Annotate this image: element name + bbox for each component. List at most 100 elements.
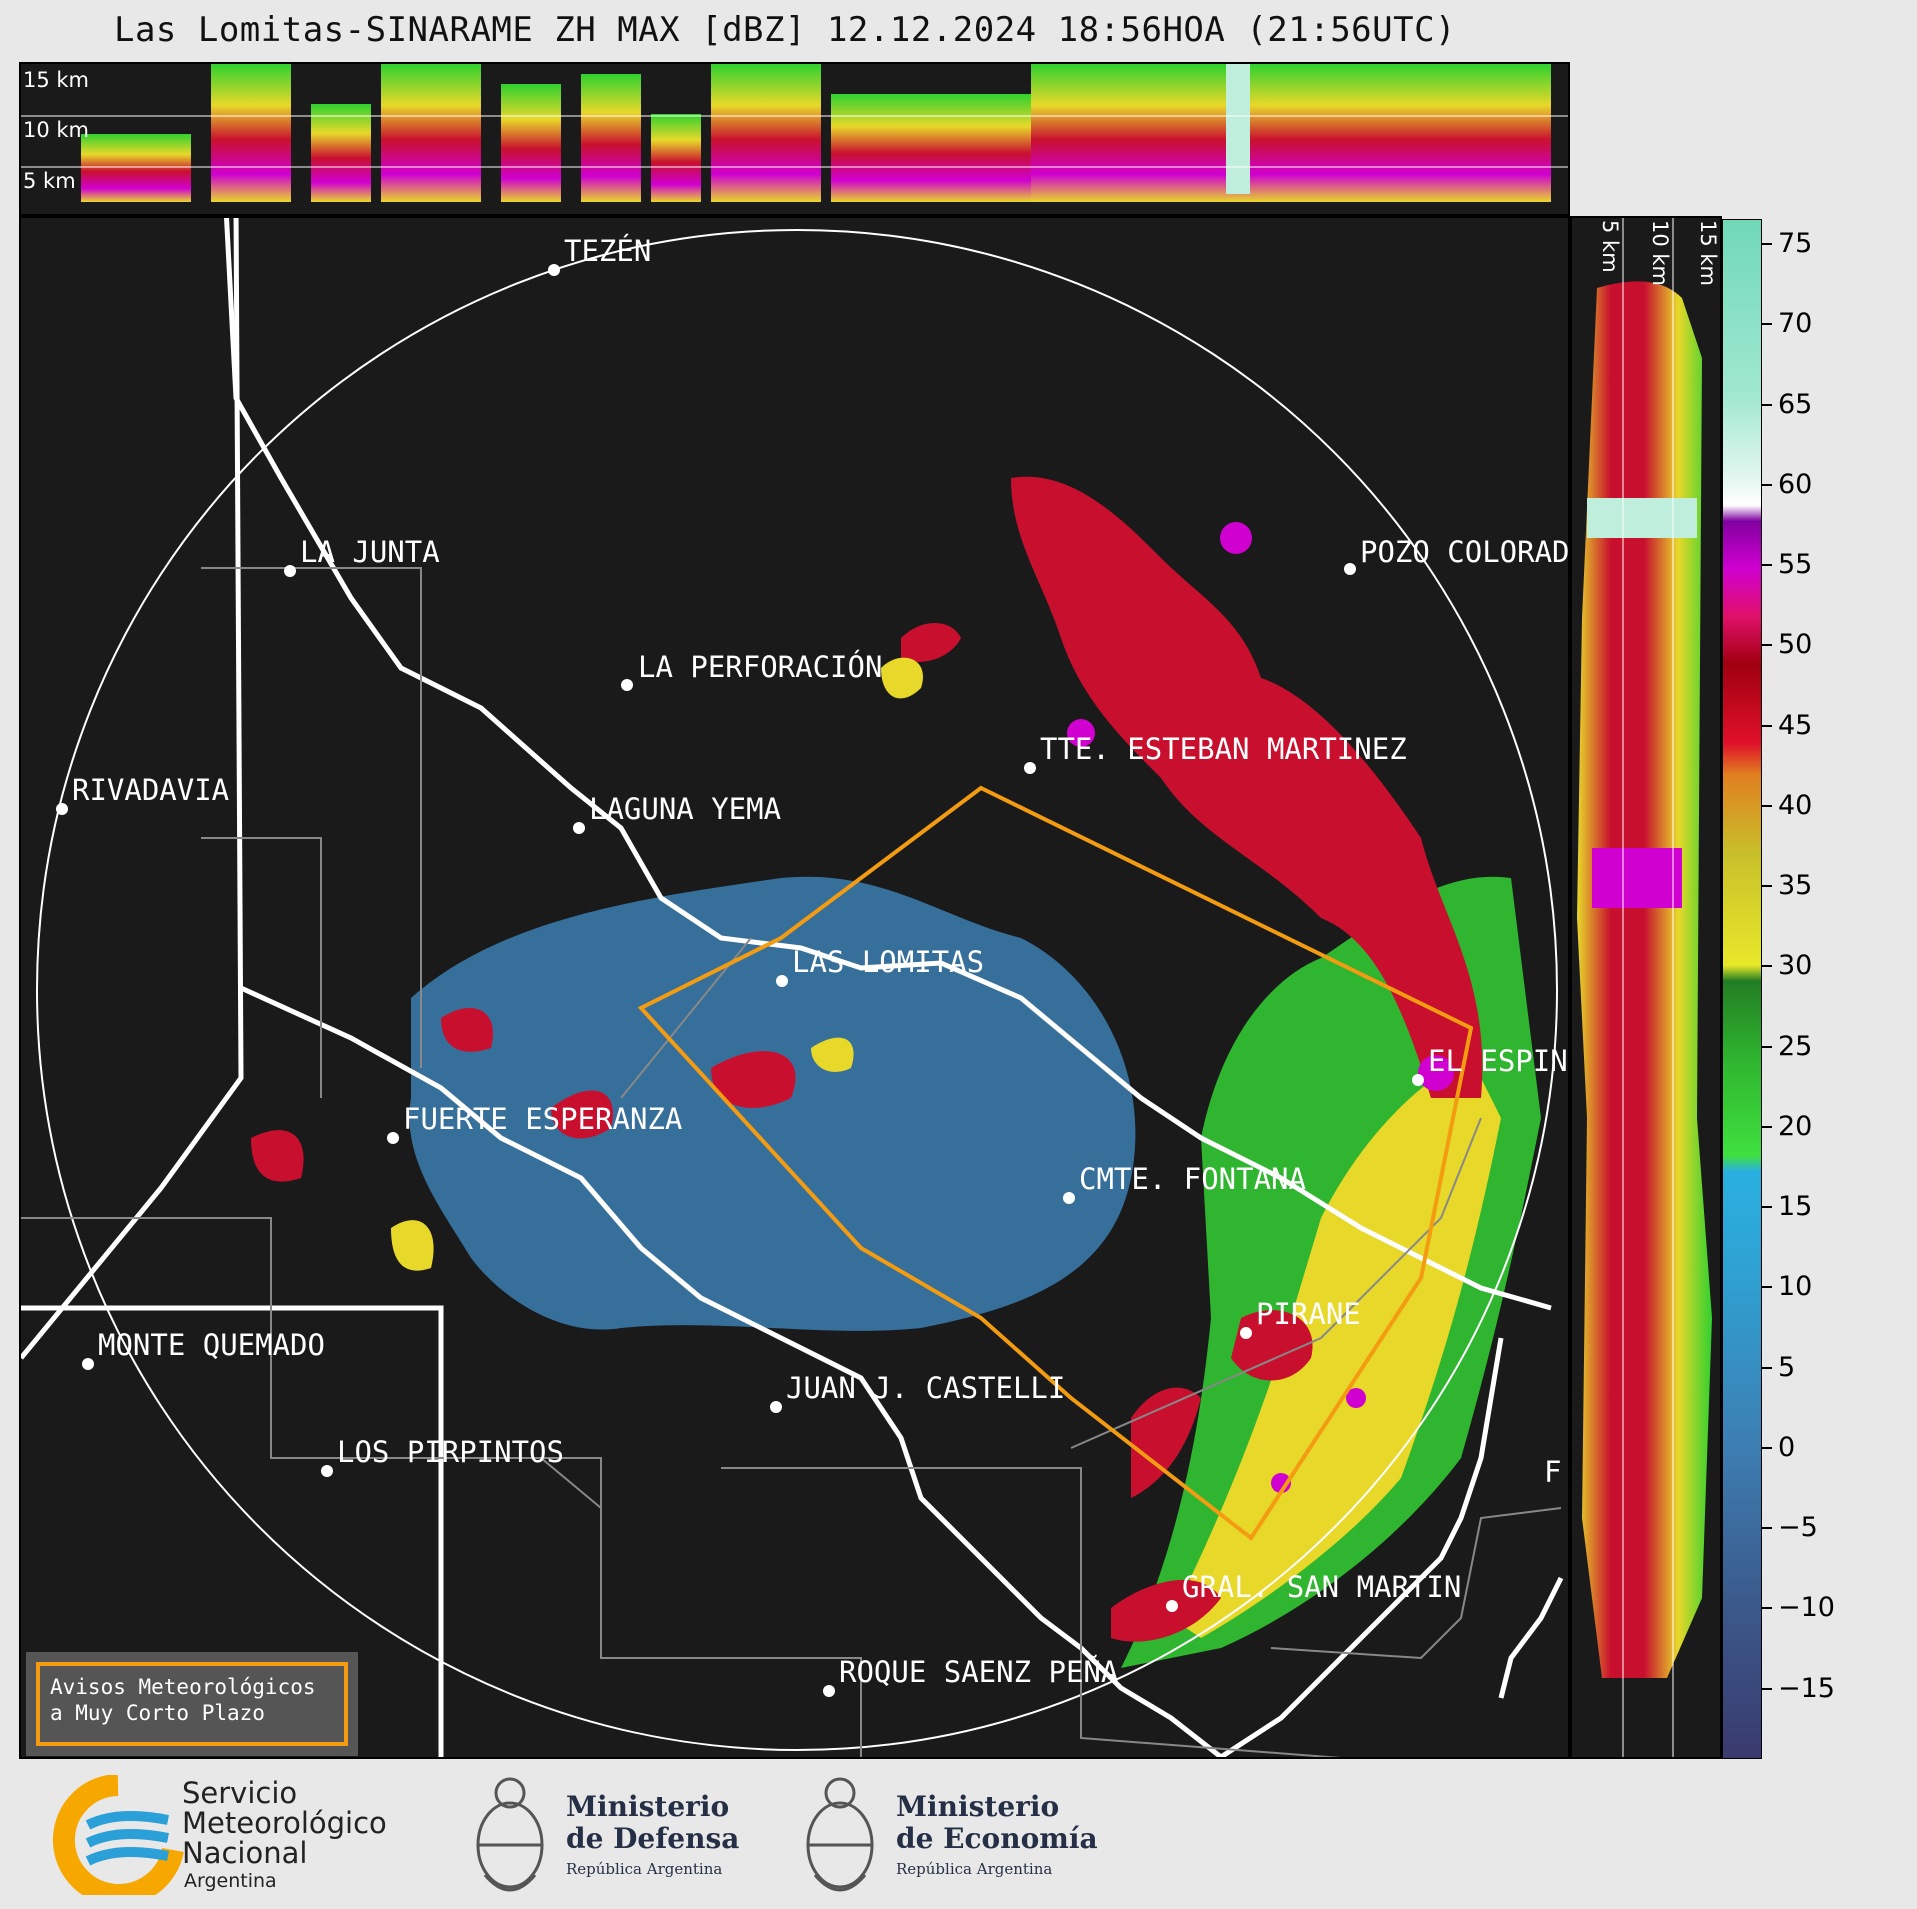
city-dot-los-pirpintos	[321, 1465, 333, 1477]
colorbar-tick	[1762, 404, 1772, 406]
colorbar-tick-label: 70	[1778, 308, 1813, 339]
city-dot-las-lomitas	[776, 975, 788, 987]
scattered-west-cells	[251, 657, 923, 1271]
colorbar-tick	[1762, 323, 1772, 325]
colorbar-tick	[1762, 564, 1772, 566]
map-title: Las Lomitas-SINARAME ZH MAX [dBZ] 12.12.…	[113, 10, 1457, 50]
colorbar-tick-label: −10	[1778, 1592, 1835, 1623]
city-label-f: F	[1544, 1455, 1562, 1489]
colorbar-tick-label: 75	[1778, 228, 1813, 259]
city-dot-cmte-fontana	[1063, 1192, 1075, 1204]
city-dot-rivadavia	[56, 803, 68, 815]
argentina-coat-of-arms-icon	[476, 1777, 544, 1892]
city-dot-la-junta	[284, 565, 296, 577]
colorbar-tick-label: 30	[1778, 950, 1813, 981]
colorbar-tick-label: 10	[1778, 1271, 1813, 1302]
vlabel-15km: 15 km	[1696, 220, 1720, 287]
colorbar-tick	[1762, 484, 1772, 486]
dbz-colorbar	[1722, 219, 1762, 1759]
province-boundaries	[21, 218, 1564, 1757]
side-core-middle	[1592, 848, 1682, 908]
colorbar-tick-label: −5	[1778, 1512, 1818, 1543]
colorbar-tick	[1762, 243, 1772, 245]
colorbar-tick	[1762, 1688, 1772, 1690]
city-label-el-espinillo: EL ESPINILLO	[1428, 1044, 1568, 1078]
radar-range-ring	[36, 229, 1558, 1751]
red-echo-cells	[901, 476, 1483, 1642]
city-label-monte-quemado: MONTE QUEMADO	[98, 1328, 325, 1362]
colorbar-tick	[1762, 885, 1772, 887]
city-dot-tte-esteban-martinez	[1024, 762, 1036, 774]
city-label-laguna-yema: LAGUNA YEMA	[589, 792, 782, 826]
city-dot-juan-j-castelli	[770, 1401, 782, 1413]
colorbar-tick-label: 60	[1778, 469, 1813, 500]
colorbar-tick-label: 50	[1778, 629, 1813, 660]
city-label-la-perforacion: LA PERFORACIÓN	[638, 650, 883, 684]
side-cross-section: 5 km 10 km 15 km	[1570, 216, 1722, 1759]
colorbar-tick	[1762, 725, 1772, 727]
smn-line1: Servicio	[182, 1776, 298, 1810]
warnings-legend-frame: Avisos Meteorológicos a Muy Corto Plazo	[36, 1662, 348, 1746]
city-dot-monte-quemado	[82, 1358, 94, 1370]
warnings-legend-line1: Avisos Meteorológicos	[50, 1675, 316, 1699]
colorbar-tick-label: 20	[1778, 1111, 1813, 1142]
top-cross-section: 15 km 10 km 5 km	[19, 62, 1570, 216]
city-dot-la-perforacion	[621, 679, 633, 691]
city-label-gral-san-martin: GRAL. SAN MARTIN	[1182, 1570, 1462, 1604]
smn-line3: Nacional	[182, 1836, 308, 1870]
top-core	[1226, 64, 1250, 194]
side-core-upper	[1587, 498, 1697, 538]
colorbar-tick-label: 45	[1778, 710, 1813, 741]
city-label-los-pirpintos: LOS PIRPINTOS	[337, 1435, 564, 1469]
warning-polygon	[637, 785, 1474, 1541]
colorbar-tick-label: 55	[1778, 549, 1813, 580]
colorbar-tick	[1762, 1286, 1772, 1288]
vlabel-5km: 5 km	[1598, 220, 1622, 273]
city-dot-fuerte-esperanza	[387, 1132, 399, 1144]
label-10km: 10 km	[23, 118, 90, 142]
warnings-legend-line2: a Muy Corto Plazo	[50, 1701, 265, 1725]
city-dot-el-espinillo	[1412, 1074, 1424, 1086]
label-15km: 15 km	[23, 68, 90, 92]
city-dot-pozo-colorado	[1344, 563, 1356, 575]
argentina-coat-of-arms-icon	[806, 1777, 874, 1892]
colorbar-tick	[1762, 1527, 1772, 1529]
city-label-tezen: TEZÉN	[564, 234, 652, 268]
smn-line2: Meteorológico	[182, 1806, 387, 1840]
city-label-pirane: PIRANE	[1256, 1297, 1361, 1331]
city-dot-laguna-yema	[573, 822, 585, 834]
city-label-juan-j-castelli: JUAN J. CASTELLI	[786, 1371, 1066, 1405]
label-5km: 5 km	[23, 169, 76, 193]
vlabel-10km: 10 km	[1648, 220, 1672, 287]
city-dot-roque-saenz-pena	[823, 1685, 835, 1697]
city-label-pozo-colorado: POZO COLORADO	[1360, 535, 1568, 569]
warnings-legend-box: Avisos Meteorológicos a Muy Corto Plazo	[26, 1652, 358, 1756]
side-echo-column	[1577, 281, 1712, 1679]
colorbar-tick-label: 5	[1778, 1352, 1796, 1383]
defensa-line2: de Defensa	[566, 1822, 740, 1855]
colorbar-tick	[1762, 1046, 1772, 1048]
colorbar-tick	[1762, 1126, 1772, 1128]
city-label-rivadavia: RIVADAVIA	[72, 773, 230, 807]
colorbar-tick	[1762, 1367, 1772, 1369]
city-label-la-junta: LA JUNTA	[300, 535, 440, 569]
city-label-tte-esteban-martinez: TTE. ESTEBAN MARTINEZ	[1040, 732, 1407, 766]
colorbar-tick-label: 15	[1778, 1191, 1813, 1222]
city-dot-pirane	[1240, 1327, 1252, 1339]
defensa-line3: República Argentina	[566, 1860, 723, 1878]
colorbar-tick-label: 25	[1778, 1031, 1813, 1062]
city-label-cmte-fontana: CMTE. FONTANA	[1079, 1162, 1306, 1196]
smn-line4: Argentina	[184, 1870, 277, 1892]
city-label-roque-saenz-pena: ROQUE SAENZ PEÑA	[839, 1655, 1119, 1689]
colorbar-tick-label: 65	[1778, 389, 1813, 420]
colorbar-tick	[1762, 1206, 1772, 1208]
city-label-fuerte-esperanza: FUERTE ESPERANZA	[403, 1102, 683, 1136]
economia-line2: de Economía	[896, 1822, 1098, 1855]
colorbar-tick-label: 40	[1778, 790, 1813, 821]
colorbar-tick-label: −15	[1778, 1673, 1835, 1704]
radar-map	[19, 216, 1570, 1759]
economia-line3: República Argentina	[896, 1860, 1053, 1878]
colorbar-tick	[1762, 1447, 1772, 1449]
colorbar-tick-label: 0	[1778, 1432, 1796, 1463]
colorbar-tick	[1762, 644, 1772, 646]
